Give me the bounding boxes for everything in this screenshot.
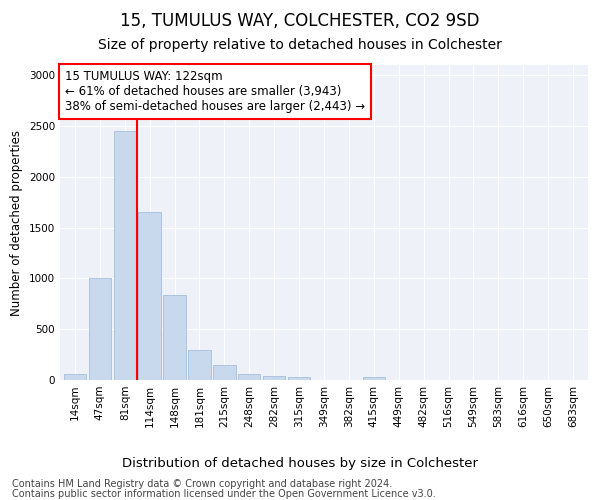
Bar [188, 350, 211, 380]
Bar [113, 131, 136, 380]
Text: 15 TUMULUS WAY: 122sqm
← 61% of detached houses are smaller (3,943)
38% of semi-: 15 TUMULUS WAY: 122sqm ← 61% of detached… [65, 70, 365, 112]
Bar [139, 212, 161, 380]
Text: Size of property relative to detached houses in Colchester: Size of property relative to detached ho… [98, 38, 502, 52]
Bar [238, 374, 260, 380]
Bar [213, 365, 236, 380]
Text: Contains public sector information licensed under the Open Government Licence v3: Contains public sector information licen… [12, 489, 436, 499]
Text: Contains HM Land Registry data © Crown copyright and database right 2024.: Contains HM Land Registry data © Crown c… [12, 479, 392, 489]
Y-axis label: Number of detached properties: Number of detached properties [10, 130, 23, 316]
Bar [163, 294, 186, 380]
Bar [288, 378, 310, 380]
Bar [263, 376, 286, 380]
Bar [362, 377, 385, 380]
Bar [64, 374, 86, 380]
Text: Distribution of detached houses by size in Colchester: Distribution of detached houses by size … [122, 458, 478, 470]
Bar [89, 278, 111, 380]
Text: 15, TUMULUS WAY, COLCHESTER, CO2 9SD: 15, TUMULUS WAY, COLCHESTER, CO2 9SD [120, 12, 480, 30]
